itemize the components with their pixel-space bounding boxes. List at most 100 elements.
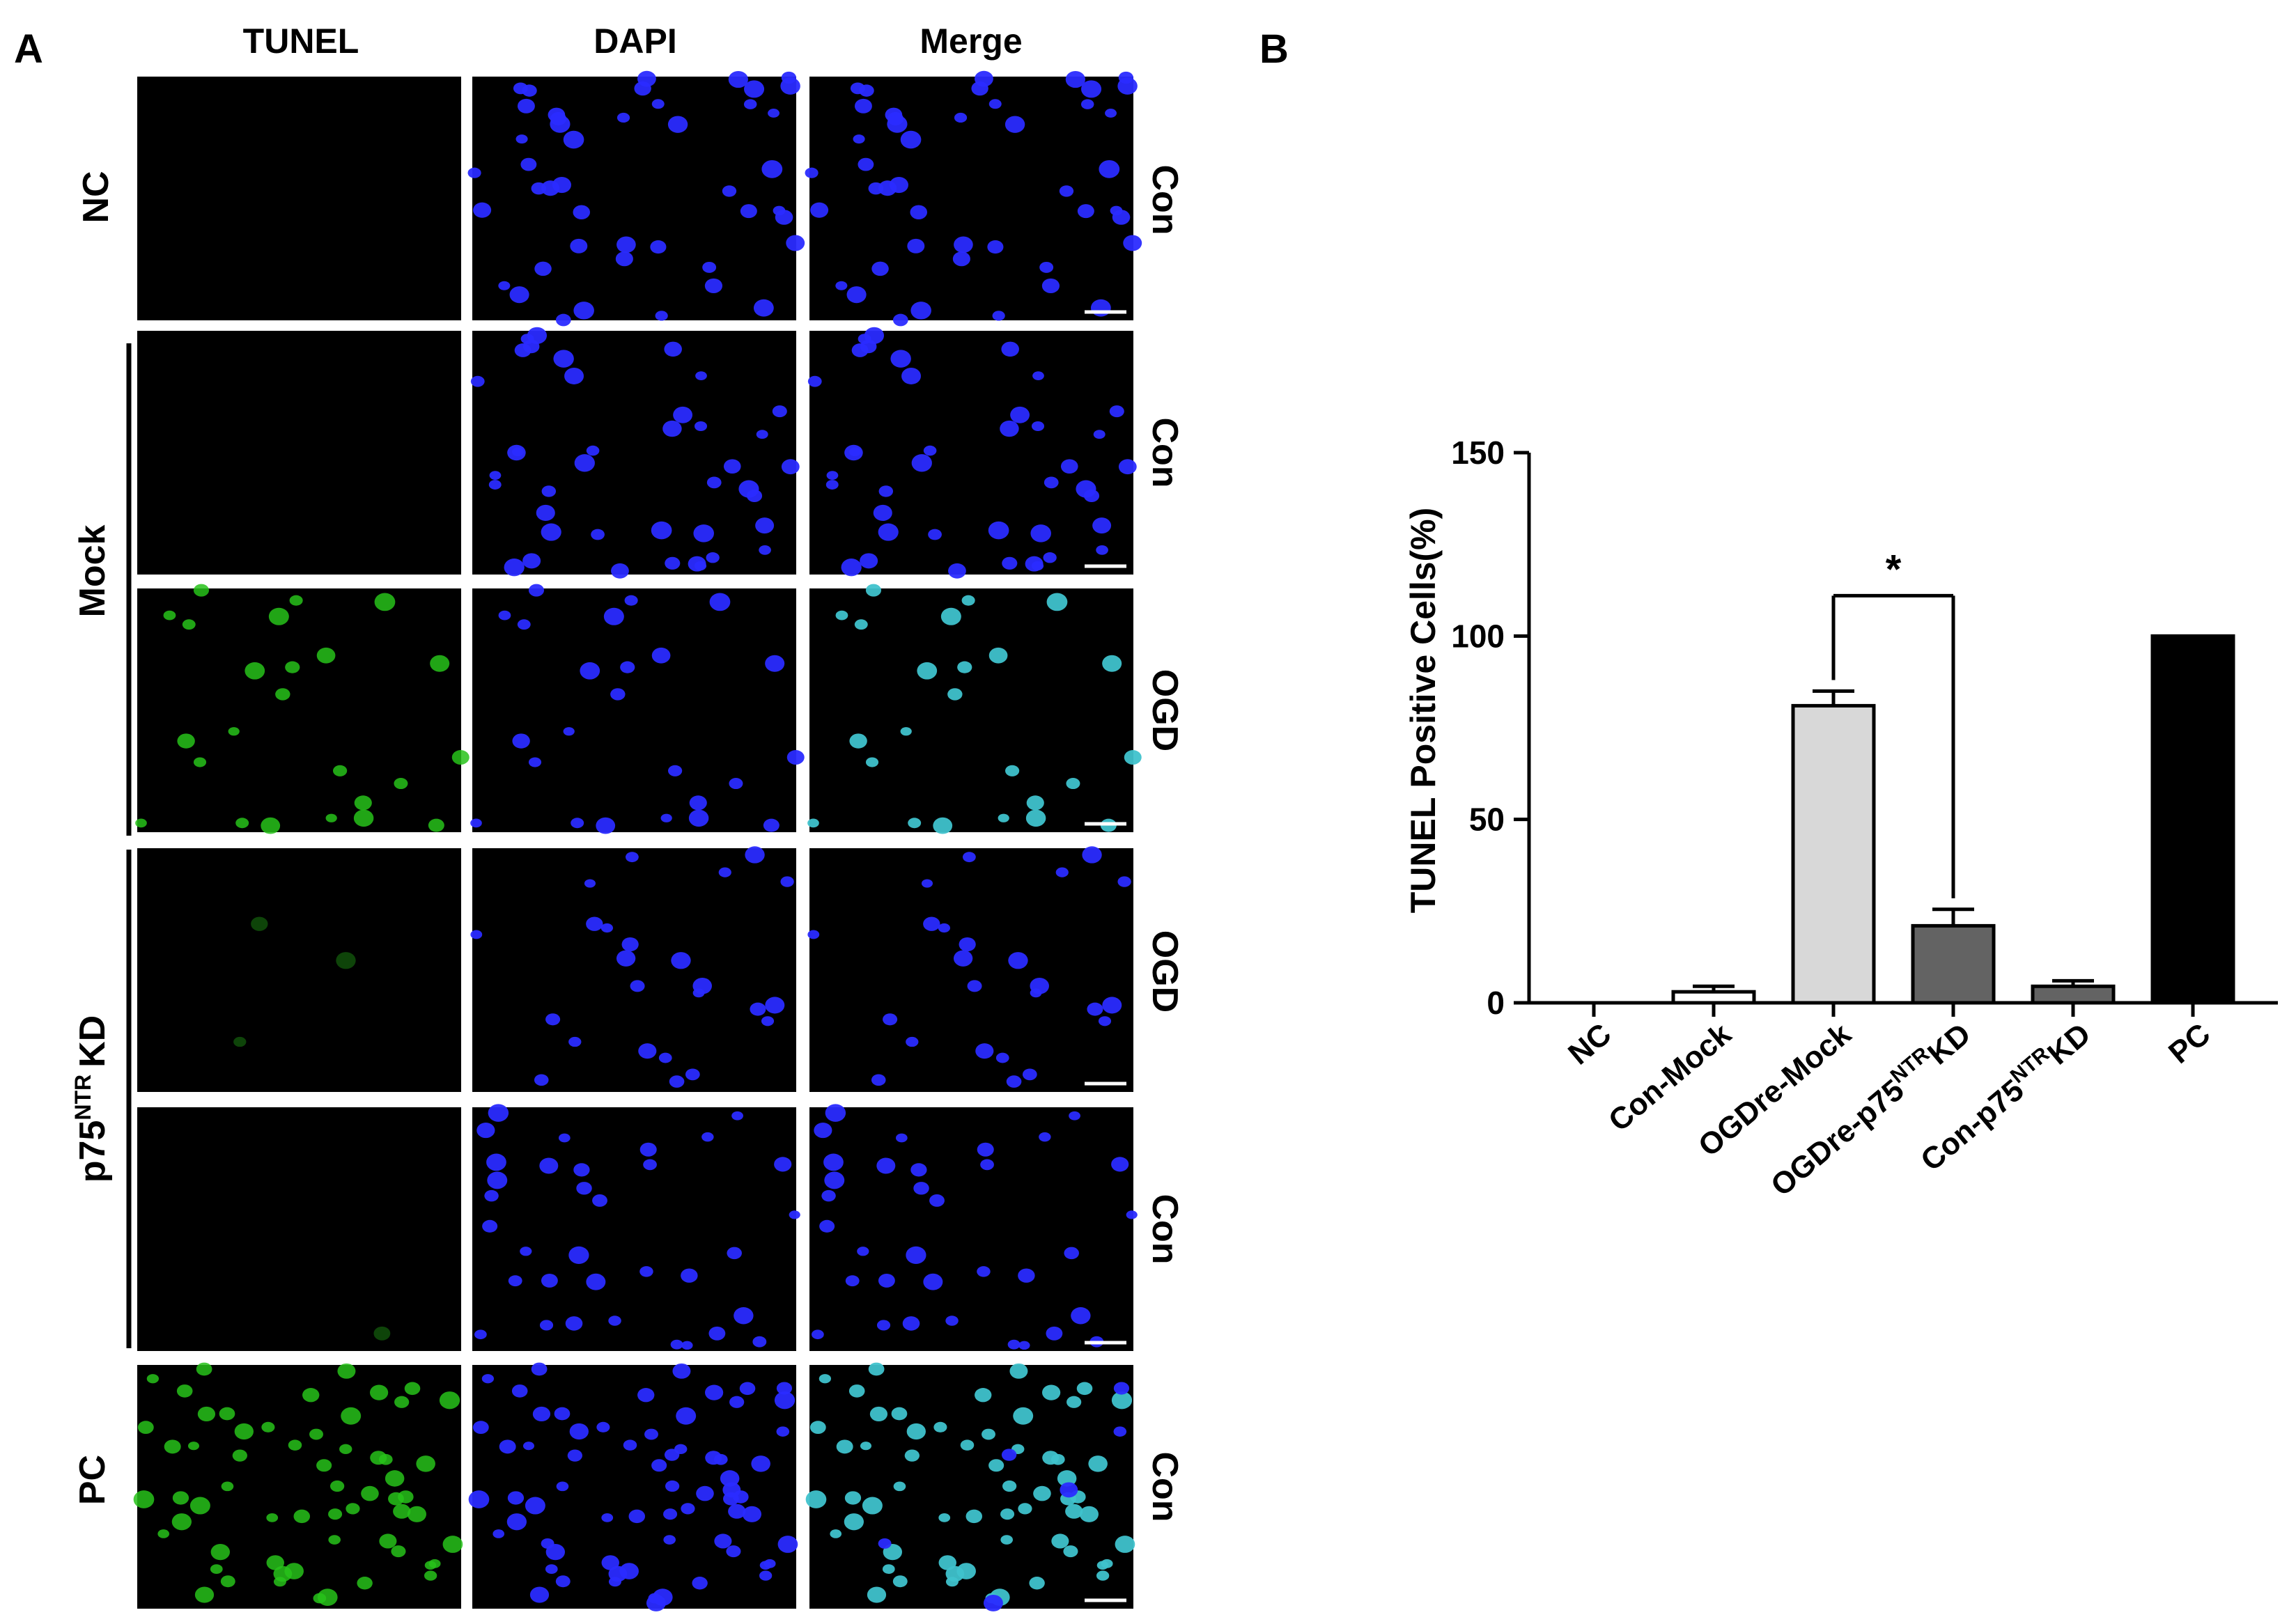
merge-nucleus <box>954 236 973 253</box>
merge-nucleus <box>1022 1068 1037 1081</box>
merge-nucleus <box>810 202 829 218</box>
dapi-nucleus <box>728 70 748 88</box>
merge-nucleus <box>945 1315 959 1326</box>
merge-nucleus <box>1039 261 1054 273</box>
merge-nucleus <box>1111 1157 1129 1172</box>
merge-nucleus <box>1118 71 1134 84</box>
dapi-nucleus <box>761 159 783 178</box>
merge-nucleus <box>819 1219 835 1233</box>
dapi-nucleus <box>586 1273 606 1290</box>
merge-nucleus <box>1057 1470 1077 1487</box>
dapi-nucleus <box>681 1503 695 1515</box>
merge-nucleus <box>1000 420 1019 437</box>
tunel-nucleus <box>176 1384 193 1398</box>
dapi-nucleus <box>774 1391 796 1410</box>
merge-nucleus <box>923 445 937 456</box>
dapi-nucleus <box>743 99 757 109</box>
dapi-nucleus <box>569 1423 589 1440</box>
dapi-nucleus <box>531 1362 548 1376</box>
merge-nucleus <box>876 1320 891 1331</box>
merge-nucleus <box>900 130 922 149</box>
dapi-nucleus <box>714 1533 732 1549</box>
merge-nucleus <box>854 98 872 114</box>
merge-nucleus <box>1018 1341 1030 1350</box>
dapi-nucleus <box>489 471 502 480</box>
dapi-nucleus <box>780 876 794 887</box>
tunel-nucleus <box>442 1536 463 1553</box>
micrograph-merge-row-4 <box>807 846 1133 1092</box>
dapi-nucleus <box>567 1449 582 1462</box>
dapi-nucleus <box>665 1480 680 1492</box>
tunel-nucleus <box>219 1407 235 1421</box>
merge-nucleus <box>1006 1075 1022 1088</box>
micrograph-merge-row-6 <box>805 1362 1135 1611</box>
merge-nucleus <box>917 662 938 680</box>
dapi-nucleus <box>596 817 616 834</box>
micrograph-merge-row-3 <box>807 584 1142 834</box>
micrograph-merge-row-5 <box>809 1104 1138 1351</box>
merge-nucleus <box>980 1159 994 1171</box>
dapi-nucleus <box>696 1485 714 1501</box>
tunel-nucleus <box>172 1491 189 1505</box>
dapi-nucleus <box>574 454 595 472</box>
micrograph-background <box>472 331 796 575</box>
dapi-nucleus <box>584 879 596 888</box>
merge-nucleus <box>983 1594 1003 1611</box>
dapi-nucleus <box>514 343 532 357</box>
dapi-nucleus <box>658 1052 672 1063</box>
tunel-nucleus <box>361 1485 379 1501</box>
dapi-nucleus <box>752 1336 767 1348</box>
tunel-nucleus <box>302 1388 320 1403</box>
merge-nucleus <box>1018 1268 1035 1283</box>
merge-nucleus <box>940 607 961 625</box>
merge-nucleus <box>807 375 822 387</box>
tunel-nucleus <box>232 1449 247 1462</box>
x-tick-label: NC <box>1562 1017 1618 1071</box>
merge-nucleus <box>928 529 942 540</box>
merge-nucleus <box>1025 809 1046 827</box>
merge-nucleus <box>867 1586 887 1603</box>
merge-nucleus <box>1101 1559 1113 1568</box>
dapi-nucleus <box>774 1157 792 1172</box>
dapi-nucleus <box>488 480 502 490</box>
dapi-nucleus <box>681 1268 698 1283</box>
merge-nucleus <box>906 1423 926 1440</box>
dapi-nucleus <box>520 157 537 171</box>
tunel-nucleus <box>309 1428 323 1440</box>
tunel-nucleus <box>394 778 408 790</box>
dapi-nucleus <box>529 1586 550 1603</box>
dapi-nucleus <box>481 1374 495 1384</box>
merge-nucleus <box>1066 778 1080 790</box>
dapi-nucleus <box>596 1421 610 1432</box>
merge-nucleus <box>889 177 908 194</box>
dapi-nucleus <box>637 1388 655 1403</box>
merge-nucleus <box>956 1563 976 1579</box>
column-header-tunel: TUNEL <box>243 22 359 61</box>
merge-nucleus <box>848 1384 865 1398</box>
merge-nucleus <box>851 343 869 357</box>
tunel-nucleus <box>220 1575 235 1588</box>
dapi-nucleus <box>620 661 635 673</box>
merge-nucleus <box>868 1362 885 1376</box>
dapi-nucleus <box>739 1382 756 1396</box>
dapi-nucleus <box>709 593 731 611</box>
column-header-dapi: DAPI <box>594 22 676 61</box>
dapi-nucleus <box>722 185 737 197</box>
merge-nucleus <box>878 523 899 541</box>
micrograph-merge-row-2 <box>807 327 1137 579</box>
dapi-nucleus <box>616 950 636 967</box>
tunel-nucleus <box>373 1326 391 1341</box>
merge-nucleus <box>1092 517 1112 534</box>
dapi-nucleus <box>727 1247 742 1260</box>
dapi-nucleus <box>531 182 547 195</box>
merge-nucleus <box>913 1182 929 1195</box>
tunel-nucleus <box>210 1564 223 1574</box>
dapi-nucleus <box>573 1163 590 1177</box>
tunel-nucleus <box>187 1442 200 1451</box>
tunel-nucleus <box>407 1506 427 1522</box>
y-tick-label: 0 <box>1487 985 1505 1021</box>
merge-nucleus <box>1126 1210 1138 1219</box>
dapi-nucleus <box>768 109 779 118</box>
merge-nucleus <box>948 563 966 579</box>
dapi-nucleus <box>664 341 682 357</box>
